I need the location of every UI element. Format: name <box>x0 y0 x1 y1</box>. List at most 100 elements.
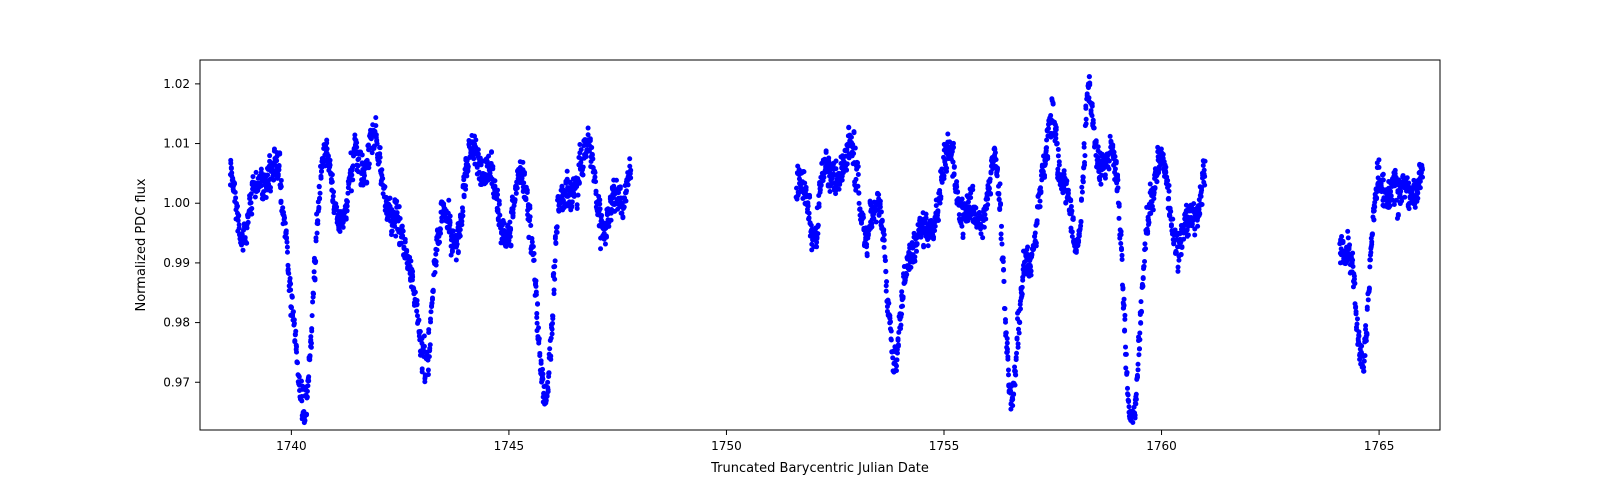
data-point <box>883 258 888 263</box>
data-point <box>1165 178 1170 183</box>
data-point <box>279 184 284 189</box>
data-point <box>935 208 940 213</box>
data-point <box>463 187 468 192</box>
data-point <box>233 195 238 200</box>
data-point <box>513 197 518 202</box>
data-point <box>427 354 432 359</box>
plot-border <box>200 60 1440 430</box>
data-point <box>1136 352 1141 357</box>
data-point <box>303 418 308 423</box>
data-point <box>285 250 290 255</box>
data-point <box>1006 367 1011 372</box>
data-point <box>599 213 604 218</box>
data-point <box>459 219 464 224</box>
data-point <box>954 184 959 189</box>
data-point <box>1003 320 1008 325</box>
data-point <box>495 192 500 197</box>
data-point <box>471 156 476 161</box>
data-point <box>1396 212 1401 217</box>
data-point <box>290 294 295 299</box>
data-point <box>960 235 965 240</box>
data-point <box>622 205 627 210</box>
data-point <box>522 172 527 177</box>
data-point <box>282 215 287 220</box>
data-point <box>886 301 891 306</box>
data-point <box>1127 404 1132 409</box>
data-point <box>985 197 990 202</box>
data-point <box>1197 211 1202 216</box>
data-point <box>312 269 317 274</box>
data-point <box>1092 126 1097 131</box>
data-point <box>1142 259 1147 264</box>
data-point <box>898 323 903 328</box>
data-point <box>853 146 858 151</box>
data-point <box>318 191 323 196</box>
data-point <box>1020 292 1025 297</box>
data-point <box>1388 203 1393 208</box>
data-point <box>310 299 315 304</box>
data-point <box>802 181 807 186</box>
data-point <box>433 270 438 275</box>
data-point <box>598 206 603 211</box>
data-point <box>309 326 314 331</box>
data-point <box>819 183 824 188</box>
data-point <box>580 173 585 178</box>
data-point <box>525 190 530 195</box>
data-point <box>1203 159 1208 164</box>
data-point <box>1352 281 1357 286</box>
data-point <box>1368 250 1373 255</box>
data-point <box>624 188 629 193</box>
data-point <box>603 242 608 247</box>
data-point <box>316 206 321 211</box>
data-point <box>284 240 289 245</box>
data-point <box>1001 259 1006 264</box>
data-point <box>448 214 453 219</box>
data-point <box>1074 250 1079 255</box>
data-point <box>415 313 420 318</box>
data-point <box>428 319 433 324</box>
data-point <box>915 241 920 246</box>
data-point <box>1071 217 1076 222</box>
data-point <box>882 238 887 243</box>
data-point <box>377 159 382 164</box>
data-point <box>1081 175 1086 180</box>
data-point <box>1163 170 1168 175</box>
data-point <box>1001 279 1006 284</box>
data-point <box>869 224 874 229</box>
data-point <box>1168 209 1173 214</box>
data-point <box>550 327 555 332</box>
data-point <box>535 301 540 306</box>
data-point <box>410 269 415 274</box>
data-point <box>548 357 553 362</box>
data-point <box>565 169 570 174</box>
data-point <box>489 150 494 155</box>
data-point <box>508 234 513 239</box>
data-point <box>289 305 294 310</box>
data-point <box>435 248 440 253</box>
data-point <box>534 278 539 283</box>
data-point <box>552 291 557 296</box>
data-point <box>570 199 575 204</box>
data-point <box>286 267 291 272</box>
data-point <box>952 171 957 176</box>
data-point <box>1363 353 1368 358</box>
data-point <box>1087 74 1092 79</box>
data-point <box>827 189 832 194</box>
data-point <box>249 206 254 211</box>
data-point <box>265 173 270 178</box>
data-point <box>1369 242 1374 247</box>
data-point <box>1142 241 1147 246</box>
data-point <box>315 231 320 236</box>
data-point <box>297 374 302 379</box>
data-point <box>1145 229 1150 234</box>
data-point <box>804 187 809 192</box>
data-point <box>319 169 324 174</box>
data-point <box>840 178 845 183</box>
data-point <box>294 350 299 355</box>
y-tick-label: 0.99 <box>163 256 190 270</box>
data-point <box>1118 241 1123 246</box>
data-point <box>537 336 542 341</box>
data-point <box>834 159 839 164</box>
x-tick-label: 1755 <box>929 439 960 453</box>
data-point <box>998 181 1003 186</box>
